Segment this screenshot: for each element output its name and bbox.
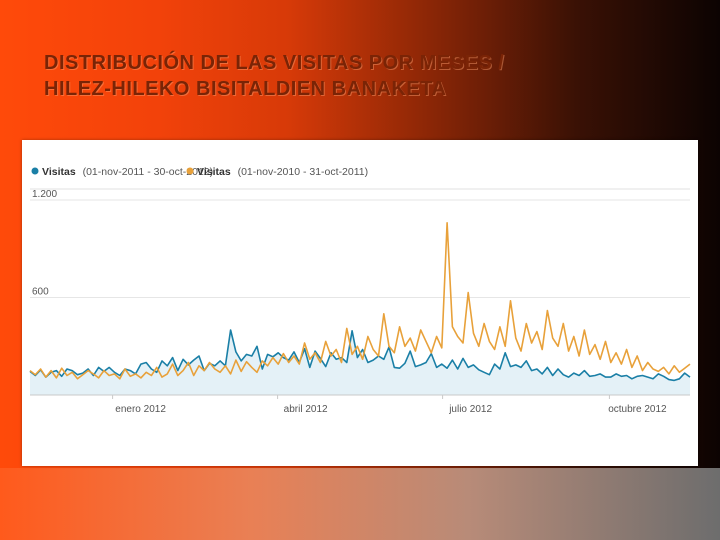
- legend-entry-current: Visitas (01-nov-2011 - 30-oct-2012): [42, 166, 213, 178]
- chart-axes: 1.200 600 enero 2012 abril 2012 julio 2012 oc…: [30, 189, 690, 415]
- y-tick-label: 1.200: [32, 189, 57, 200]
- legend-marker-current: [31, 167, 39, 175]
- slide-title-line-2: HILEZ-HILEKO BISITALDIEN BANAKETA: [44, 78, 447, 100]
- y-tick-label: 600: [32, 287, 49, 298]
- chart-legend: Visitas (01-nov-2011 - 30-oct-2012) Visi…: [31, 166, 368, 178]
- chart-gridlines: [30, 199, 690, 298]
- legend-entry-previous: Visitas (01-nov-2010 - 31-oct-2011): [197, 166, 368, 178]
- series-previous-line: [29, 222, 691, 380]
- series-current-line-area: [30, 330, 690, 395]
- legend-period-current: (01-nov-2011 - 30-oct-2012): [83, 166, 214, 178]
- legend-name-current: Visitas: [42, 166, 76, 178]
- chart-screenshot: Visitas (01-nov-2011 - 30-oct-2012) Visi…: [22, 140, 698, 466]
- legend-name-previous: Visitas: [197, 166, 231, 178]
- x-tick-label: abril 2012: [284, 404, 328, 415]
- x-tick-label: enero 2012: [115, 404, 166, 415]
- slide-title-line-1: DISTRIBUCIÓN DE LAS VISITAS POR MESES /: [44, 52, 505, 74]
- legend-marker-previous: [186, 167, 194, 175]
- slide-title: DISTRIBUCIÓN DE LAS VISITAS POR MESES / …: [44, 50, 684, 102]
- legend-period-previous: (01-nov-2010 - 31-oct-2011): [238, 166, 369, 178]
- x-tick-label: julio 2012: [448, 404, 492, 415]
- visits-line-chart: Visitas (01-nov-2011 - 30-oct-2012) Visi…: [29, 166, 691, 415]
- chart-series: [29, 222, 691, 395]
- x-tick-label: octubre 2012: [608, 404, 667, 415]
- slide-bottom-band: [0, 468, 720, 540]
